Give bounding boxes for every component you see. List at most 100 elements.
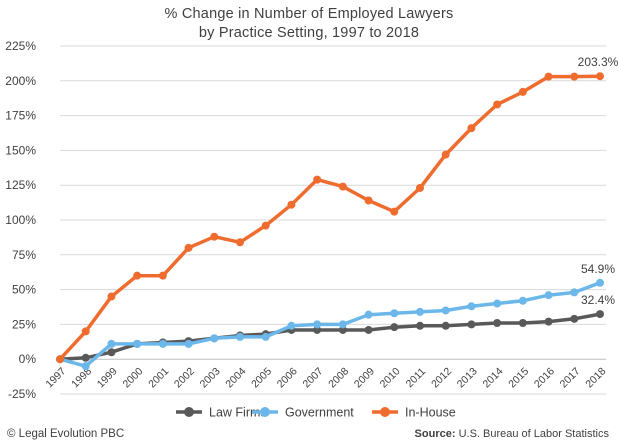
x-tick-label: 2005 <box>249 365 274 390</box>
x-tick-label: 1998 <box>69 365 94 390</box>
legend-label: Government <box>285 406 354 420</box>
data-point <box>518 296 527 305</box>
data-point <box>544 317 553 326</box>
x-tick-label: 2018 <box>583 365 608 390</box>
data-point <box>467 320 476 329</box>
series-line-2 <box>58 74 602 361</box>
x-tick-label: 2000 <box>121 365 146 390</box>
copyright-notice: © Legal Evolution PBC <box>7 428 125 440</box>
y-tick-label: 25% <box>12 317 36 331</box>
data-point <box>210 334 219 343</box>
data-point <box>107 339 116 348</box>
data-point <box>313 320 322 329</box>
data-point <box>596 278 604 287</box>
data-point <box>107 348 116 357</box>
y-tick-label: 150% <box>5 143 36 157</box>
data-point <box>287 321 296 330</box>
data-point <box>441 306 450 315</box>
series-line-0 <box>58 312 602 361</box>
x-tick-label: 2010 <box>378 365 403 390</box>
x-tick-label: 2004 <box>223 365 248 390</box>
data-point <box>261 332 270 341</box>
x-tick-label: 2009 <box>352 365 377 390</box>
x-tick-label: 2015 <box>506 365 531 390</box>
x-tick-label: 2011 <box>404 366 429 391</box>
x-tick-label: 2013 <box>455 365 480 390</box>
data-point <box>390 207 399 216</box>
x-tick-label: 2014 <box>481 365 506 390</box>
end-value-label: 32.4% <box>581 293 615 307</box>
y-tick-label: 225% <box>5 39 36 53</box>
legend-label: In-House <box>405 406 456 420</box>
data-point <box>338 182 347 191</box>
legend-marker <box>260 407 270 417</box>
legend-marker <box>380 407 390 417</box>
data-point <box>570 314 579 323</box>
y-tick-label: 0% <box>19 352 37 366</box>
x-tick-label: 2012 <box>429 365 454 390</box>
data-point <box>596 310 604 319</box>
data-point <box>313 175 322 184</box>
y-tick-label: -25% <box>8 387 36 401</box>
data-point <box>518 319 527 328</box>
data-point <box>544 72 553 81</box>
data-point <box>390 323 399 332</box>
data-point <box>441 321 450 330</box>
data-point <box>236 332 244 341</box>
data-point <box>570 288 579 297</box>
x-tick-label: 2003 <box>198 365 223 390</box>
source-label: Source: <box>414 428 456 440</box>
legend-marker <box>184 407 194 417</box>
data-point <box>158 271 167 280</box>
data-point <box>390 309 399 318</box>
data-point <box>338 320 347 329</box>
data-point <box>313 325 322 334</box>
end-value-label: 54.9% <box>581 262 615 276</box>
y-tick-label: 200% <box>5 74 36 88</box>
data-point <box>493 319 502 328</box>
data-point <box>56 355 64 364</box>
data-point <box>158 339 167 348</box>
x-tick-label: 1997 <box>43 365 68 390</box>
data-point <box>416 183 424 192</box>
data-point <box>338 325 347 334</box>
x-tick-label: 2008 <box>326 365 351 390</box>
chart-title-line1: % Change in Number of Employed Lawyers <box>164 6 454 22</box>
end-value-label: 203.3% <box>578 55 618 69</box>
legend-label: Law Firms <box>209 406 267 420</box>
data-point <box>441 150 450 159</box>
source-note: Source: U.S. Bureau of Labor Statistics <box>415 428 609 440</box>
data-point <box>416 321 424 330</box>
data-point <box>518 87 527 96</box>
data-point <box>467 124 476 133</box>
data-point <box>81 362 90 371</box>
data-point <box>81 327 90 336</box>
x-tick-label: 2002 <box>172 365 197 390</box>
data-point <box>287 200 296 209</box>
data-point <box>493 100 502 109</box>
y-tick-label: 100% <box>5 213 36 227</box>
data-point <box>544 291 553 300</box>
y-tick-label: 75% <box>12 248 36 262</box>
data-point <box>364 325 373 334</box>
data-point <box>210 232 219 241</box>
data-point <box>261 221 270 230</box>
y-tick-label: 125% <box>5 178 36 192</box>
x-tick-label: 2007 <box>301 365 326 390</box>
data-point <box>81 353 90 362</box>
series-line-1 <box>58 281 602 368</box>
data-point <box>133 271 142 280</box>
data-point <box>236 238 244 247</box>
source-text: U.S. Bureau of Labor Statistics <box>458 428 609 440</box>
data-point <box>184 339 193 348</box>
data-point <box>416 307 424 316</box>
data-point <box>133 339 142 348</box>
data-point <box>364 310 373 319</box>
chart-title-line2: by Practice Setting, 1997 to 2018 <box>198 25 420 41</box>
x-tick-label: 1999 <box>95 365 120 390</box>
x-tick-label: 2006 <box>275 365 300 390</box>
data-point <box>467 302 476 311</box>
data-point <box>570 72 579 81</box>
x-tick-label: 2001 <box>146 365 171 390</box>
